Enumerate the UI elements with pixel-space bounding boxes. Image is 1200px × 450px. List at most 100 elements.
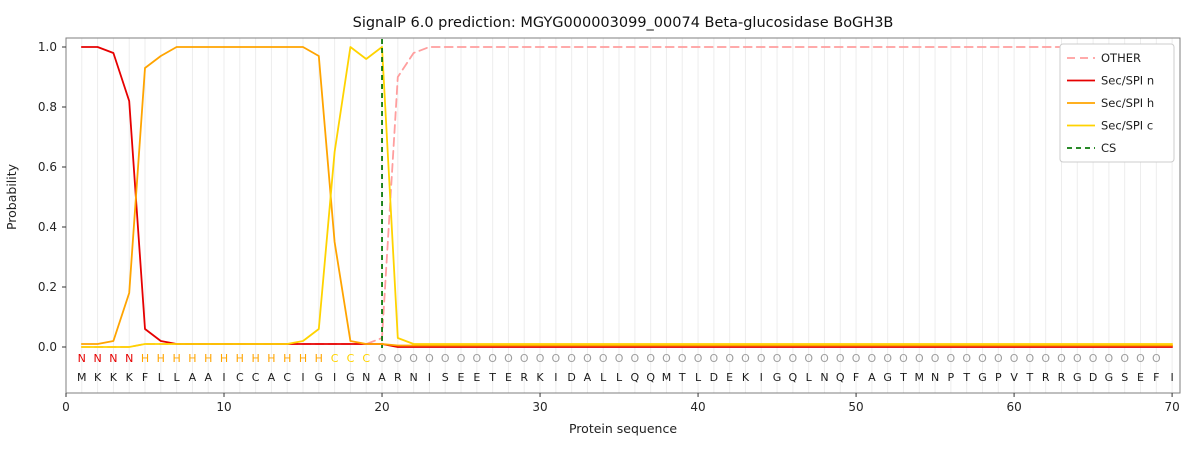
sequence-letter: G <box>346 371 355 384</box>
sequence-letter: C <box>252 371 260 384</box>
y-tick-label: 0.2 <box>38 280 57 294</box>
region-label: O <box>915 352 924 365</box>
x-tick-label: 70 <box>1164 400 1179 414</box>
region-label: O <box>441 352 450 365</box>
region-label: O <box>741 352 750 365</box>
region-label: C <box>347 352 355 365</box>
sequence-letter: L <box>806 371 813 384</box>
region-label: O <box>789 352 798 365</box>
gridlines <box>81 38 1173 393</box>
region-label: O <box>678 352 687 365</box>
sequence-letter: K <box>126 371 134 384</box>
sequence-letter: G <box>1073 371 1082 384</box>
sequence-letter: D <box>1089 371 1097 384</box>
region-label: O <box>994 352 1003 365</box>
sequence-letter: M <box>77 371 87 384</box>
sequence-letter: C <box>283 371 291 384</box>
sequence-letter: A <box>868 371 876 384</box>
region-label: O <box>631 352 640 365</box>
series-line-sec-spi-n <box>80 46 1173 348</box>
region-label: O <box>899 352 908 365</box>
plot-border <box>65 37 1181 394</box>
y-tick-label: 0.8 <box>38 100 57 114</box>
region-label: C <box>362 352 370 365</box>
sequence-letter: S <box>1121 371 1128 384</box>
legend: OTHER Sec/SPI n Sec/SPI h Sec/SPI c CS <box>1059 43 1175 163</box>
sequence-letter: I <box>1170 371 1173 384</box>
legend-item-label: Sec/SPI c <box>1101 119 1153 133</box>
sequence-letter: Q <box>631 371 640 384</box>
sequence-letter: F <box>1153 371 1159 384</box>
region-label: O <box>425 352 434 365</box>
region-label: O <box>773 352 782 365</box>
y-tick-label: 0.0 <box>38 340 57 354</box>
region-label: O <box>409 352 418 365</box>
sequence-letter: K <box>94 371 102 384</box>
chart-title: SignalP 6.0 prediction: MGYG000003099_00… <box>353 15 894 31</box>
region-label: O <box>393 352 402 365</box>
x-axis-label: Protein sequence <box>569 421 677 436</box>
sequence-letter: N <box>931 371 939 384</box>
sequence-letter: A <box>189 371 197 384</box>
y-axis-label: Probability <box>4 163 19 230</box>
region-label: H <box>236 352 244 365</box>
region-label: O <box>1136 352 1145 365</box>
region-label: O <box>504 352 513 365</box>
sequence-letter: N <box>820 371 828 384</box>
region-label: O <box>1057 352 1066 365</box>
region-label: O <box>883 352 892 365</box>
sequence-letter: T <box>899 371 907 384</box>
series-line-other <box>80 46 1173 348</box>
region-label: H <box>315 352 323 365</box>
region-label: O <box>1152 352 1161 365</box>
region-label: O <box>457 352 466 365</box>
sequence-letter: F <box>142 371 148 384</box>
sequence-letter: Q <box>836 371 845 384</box>
sequence-letter: A <box>378 371 386 384</box>
x-tick-label: 60 <box>1006 400 1021 414</box>
region-label: O <box>804 352 813 365</box>
x-tick-label: 0 <box>62 400 70 414</box>
sequence-letter: G <box>883 371 892 384</box>
sequence-letter: E <box>505 371 512 384</box>
x-tick-label: 10 <box>216 400 231 414</box>
region-label: O <box>1120 352 1129 365</box>
region-label: O <box>757 352 766 365</box>
sequence-letter: T <box>1026 371 1034 384</box>
region-label: H <box>204 352 212 365</box>
sequence-letter: D <box>710 371 718 384</box>
region-label: O <box>868 352 877 365</box>
sequence-letter: R <box>520 371 528 384</box>
region-label: O <box>646 352 655 365</box>
sequence-letter: L <box>600 371 607 384</box>
sequence-letter: T <box>962 371 970 384</box>
sequence-letter: P <box>995 371 1002 384</box>
sequence-letter: M <box>915 371 925 384</box>
region-label: H <box>157 352 165 365</box>
sequence-letter: C <box>236 371 244 384</box>
sequence-letter: I <box>554 371 557 384</box>
sequence-letter: T <box>488 371 496 384</box>
series-line-sec-spi-c <box>80 46 1173 348</box>
sequence-letter: I <box>333 371 336 384</box>
region-label: O <box>615 352 624 365</box>
region-label: N <box>78 352 86 365</box>
region-label: O <box>1026 352 1035 365</box>
sequence-letter: L <box>174 371 181 384</box>
region-label: O <box>552 352 561 365</box>
sequence-letter: G <box>315 371 324 384</box>
sequence-letter: A <box>204 371 212 384</box>
region-label: O <box>694 352 703 365</box>
region-label: H <box>267 352 275 365</box>
sequence-letter: A <box>584 371 592 384</box>
x-tick-label: 30 <box>532 400 547 414</box>
sequence-letter: I <box>301 371 304 384</box>
sequence-letter: P <box>948 371 955 384</box>
sequence-letter: E <box>726 371 733 384</box>
sequence-letter: G <box>773 371 782 384</box>
region-label: O <box>567 352 576 365</box>
y-tick-label: 0.4 <box>38 220 57 234</box>
region-label: O <box>1041 352 1050 365</box>
region-label: O <box>583 352 592 365</box>
